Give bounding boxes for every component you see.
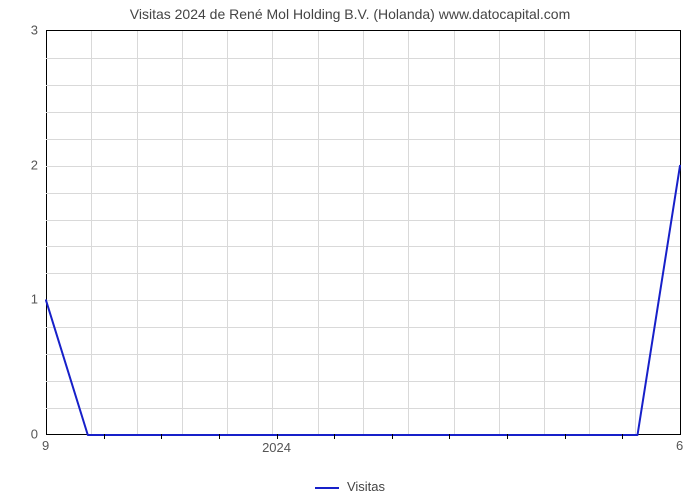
chart-container: Visitas 2024 de René Mol Holding B.V. (H…: [0, 0, 700, 500]
legend: Visitas: [0, 479, 700, 494]
x-tick: [622, 434, 623, 439]
x-tick: [334, 434, 335, 439]
y-tick-label: 3: [0, 23, 38, 38]
y-tick-label: 0: [0, 427, 38, 442]
x-tick-label: 2024: [262, 440, 291, 455]
x-tick: [104, 434, 105, 439]
legend-label: Visitas: [347, 479, 385, 494]
chart-title: Visitas 2024 de René Mol Holding B.V. (H…: [0, 6, 700, 22]
y-tick-label: 1: [0, 292, 38, 307]
x-tick: [392, 434, 393, 439]
x-tick: [219, 434, 220, 439]
x-tick: [507, 434, 508, 439]
x-tick: [565, 434, 566, 439]
x-tick: [161, 434, 162, 439]
x-tick: [277, 434, 278, 439]
legend-swatch: [315, 487, 339, 489]
line-series: [46, 31, 680, 435]
x-start-label: 9: [42, 438, 49, 453]
x-end-label: 6: [676, 438, 683, 453]
x-tick: [449, 434, 450, 439]
plot-area: [46, 30, 681, 435]
y-tick-label: 2: [0, 157, 38, 172]
